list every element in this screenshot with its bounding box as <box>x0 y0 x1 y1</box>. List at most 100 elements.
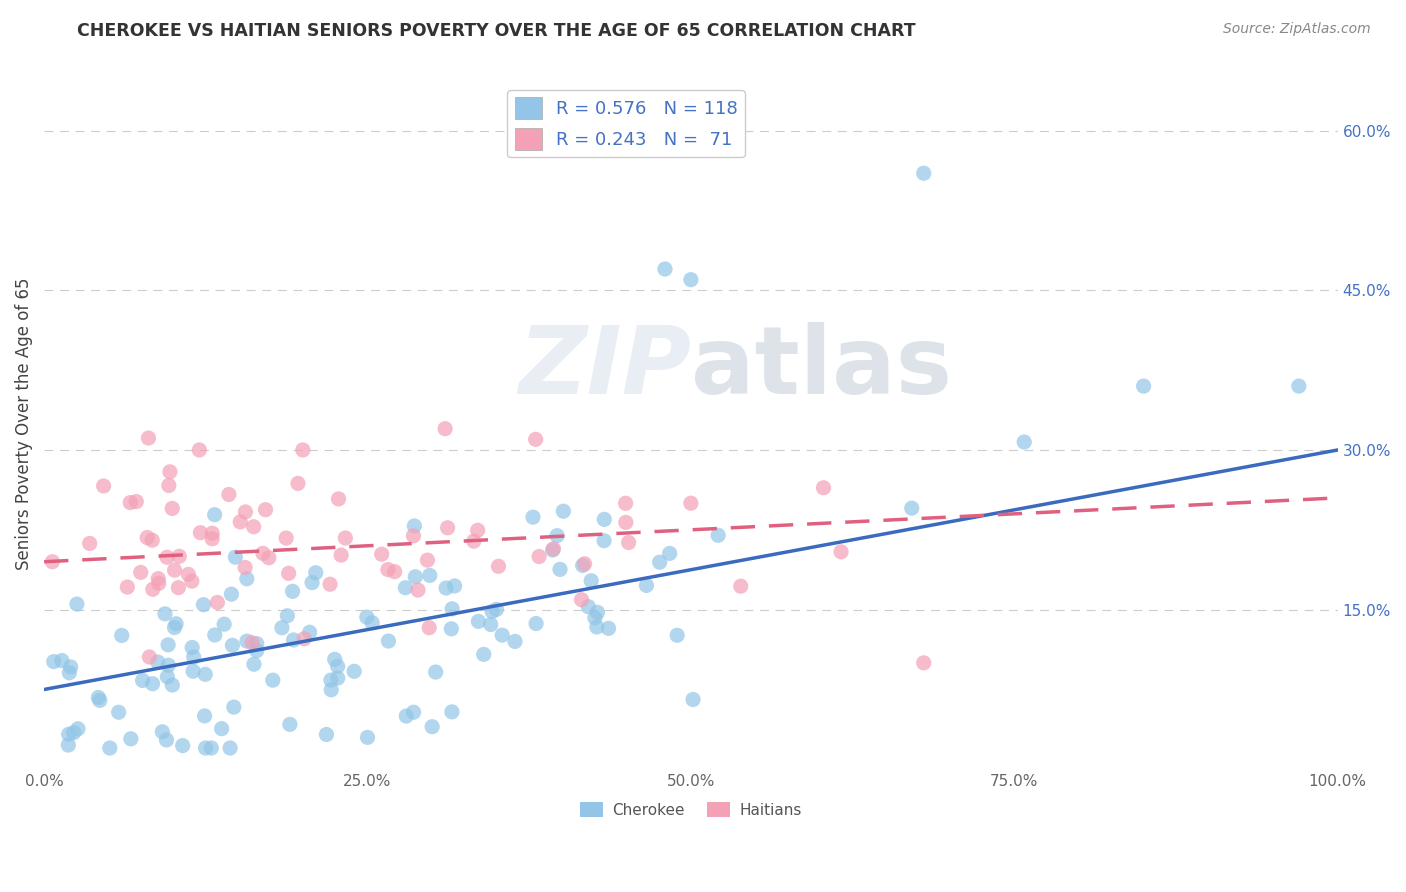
Point <box>169 549 191 564</box>
Point <box>524 616 547 631</box>
Point <box>548 562 571 576</box>
Point <box>131 673 153 688</box>
Point <box>59 660 82 674</box>
Point <box>679 496 702 510</box>
Point <box>298 625 321 640</box>
Point <box>583 611 606 625</box>
Point <box>177 567 200 582</box>
Point <box>58 665 80 680</box>
Point <box>406 582 429 597</box>
Point <box>157 638 180 652</box>
Point <box>658 546 681 560</box>
Point <box>257 550 280 565</box>
Point <box>204 508 226 522</box>
Point <box>148 572 170 586</box>
Point <box>200 741 222 756</box>
Point <box>233 560 256 574</box>
Point <box>98 741 121 756</box>
Point <box>283 632 305 647</box>
Point <box>402 705 425 719</box>
Point <box>254 502 277 516</box>
Point <box>614 496 637 510</box>
Point <box>321 682 343 697</box>
Point <box>163 563 186 577</box>
Point <box>614 516 637 530</box>
Point <box>377 563 399 577</box>
Point <box>281 584 304 599</box>
Point <box>436 521 458 535</box>
Point <box>1288 379 1310 393</box>
Point <box>221 587 243 601</box>
Text: CHEROKEE VS HAITIAN SENIORS POVERTY OVER THE AGE OF 65 CORRELATION CHART: CHEROKEE VS HAITIAN SENIORS POVERTY OVER… <box>77 22 915 40</box>
Point <box>194 667 217 681</box>
Point <box>141 533 163 548</box>
Point <box>319 577 342 591</box>
Point <box>218 487 240 501</box>
Point <box>243 657 266 672</box>
Point <box>434 581 457 595</box>
Point <box>524 433 547 447</box>
Point <box>240 636 263 650</box>
Point <box>472 648 495 662</box>
Point <box>666 628 689 642</box>
Point <box>156 670 179 684</box>
Point <box>491 628 513 642</box>
Point <box>79 536 101 550</box>
Point <box>87 690 110 705</box>
Point <box>120 731 142 746</box>
Point <box>1132 379 1154 393</box>
Point <box>150 724 173 739</box>
Point <box>377 634 399 648</box>
Point <box>384 565 406 579</box>
Point <box>912 656 935 670</box>
Point <box>813 481 835 495</box>
Point <box>157 478 180 492</box>
Point <box>66 597 89 611</box>
Point <box>443 579 465 593</box>
Point <box>546 529 568 543</box>
Point <box>576 599 599 614</box>
Point <box>440 705 463 719</box>
Text: Source: ZipAtlas.com: Source: ZipAtlas.com <box>1223 22 1371 37</box>
Point <box>125 494 148 508</box>
Point <box>541 543 564 558</box>
Point <box>42 655 65 669</box>
Point <box>730 579 752 593</box>
Point <box>162 678 184 692</box>
Point <box>277 566 299 581</box>
Point <box>323 652 346 666</box>
Point <box>900 501 922 516</box>
Point <box>93 479 115 493</box>
Point <box>593 533 616 548</box>
Point <box>395 709 418 723</box>
Point <box>287 476 309 491</box>
Point <box>163 621 186 635</box>
Point <box>129 566 152 580</box>
Point <box>679 273 702 287</box>
Point <box>224 550 246 565</box>
Point <box>315 727 337 741</box>
Point <box>142 677 165 691</box>
Point <box>190 525 212 540</box>
Point <box>246 637 269 651</box>
Point <box>153 607 176 621</box>
Legend: Cherokee, Haitians: Cherokee, Haitians <box>574 796 808 824</box>
Point <box>136 531 159 545</box>
Point <box>62 725 84 739</box>
Point <box>138 650 160 665</box>
Point <box>574 557 596 571</box>
Point <box>571 592 593 607</box>
Point <box>830 545 852 559</box>
Point <box>183 650 205 665</box>
Point <box>188 442 211 457</box>
Point <box>361 615 384 630</box>
Point <box>598 621 620 635</box>
Point <box>416 553 439 567</box>
Point <box>479 617 502 632</box>
Point <box>441 602 464 616</box>
Point <box>194 709 217 723</box>
Point <box>235 505 257 519</box>
Point <box>172 739 194 753</box>
Y-axis label: Seniors Poverty Over the Age of 65: Seniors Poverty Over the Age of 65 <box>15 277 32 570</box>
Point <box>420 720 443 734</box>
